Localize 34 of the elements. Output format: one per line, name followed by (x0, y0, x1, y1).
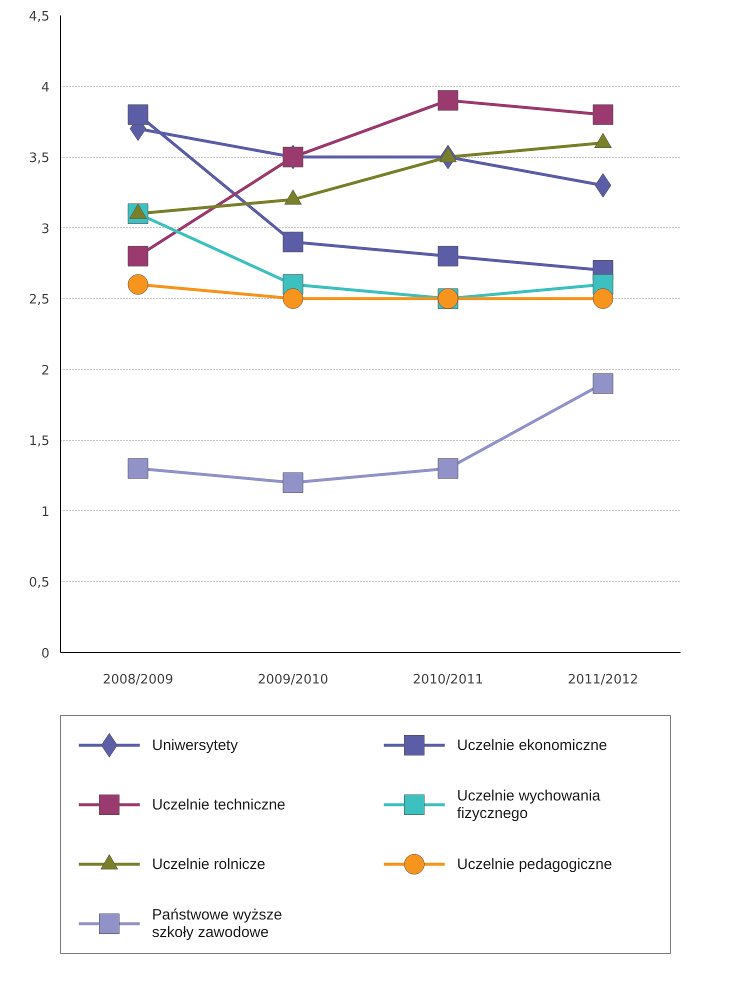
legend-label: Uniwersytety (152, 736, 238, 754)
y-tick-label: 3,5 (28, 151, 50, 166)
point (438, 90, 458, 111)
y-tick-label: 1,5 (28, 434, 50, 450)
point (282, 232, 304, 252)
y-tick-label: 0,5 (28, 576, 50, 591)
point (592, 104, 614, 125)
point (128, 458, 148, 479)
legend-label: Uczelnie rolnicze (152, 856, 266, 873)
legend-label: Uczelnie techniczne (152, 796, 286, 814)
legend-label: Uczelnie wychowania fizycznego (457, 787, 602, 822)
y-tick-label: 0 (41, 646, 50, 662)
x-tick-label: 2009/2010 (258, 672, 328, 688)
point (592, 373, 614, 394)
point (282, 288, 304, 309)
legend-label: Uczelnie pedagogiczne (457, 856, 612, 873)
y-tick-label: 2 (41, 363, 50, 378)
legend-label: Państwowe wyższe szkoły zawodowe (152, 906, 282, 942)
point (592, 288, 614, 309)
point (128, 104, 148, 125)
legend-label: Uczelnie ekonomiczne (457, 736, 608, 754)
x-tick-label: 2010/2011 (412, 672, 484, 688)
point (128, 274, 148, 295)
y-tick-label: 4,5 (28, 10, 50, 24)
y-tick-label: 2,5 (28, 292, 50, 308)
x-tick-label: 2011/2012 (568, 672, 638, 688)
y-tick-label: 4 (41, 80, 50, 96)
point (282, 472, 304, 493)
y-tick-label: 1 (41, 504, 50, 520)
point (438, 458, 458, 479)
point (438, 246, 458, 266)
y-tick-label: 3 (41, 222, 50, 237)
x-tick-label: 2008/2009 (102, 672, 174, 688)
point (128, 246, 148, 266)
